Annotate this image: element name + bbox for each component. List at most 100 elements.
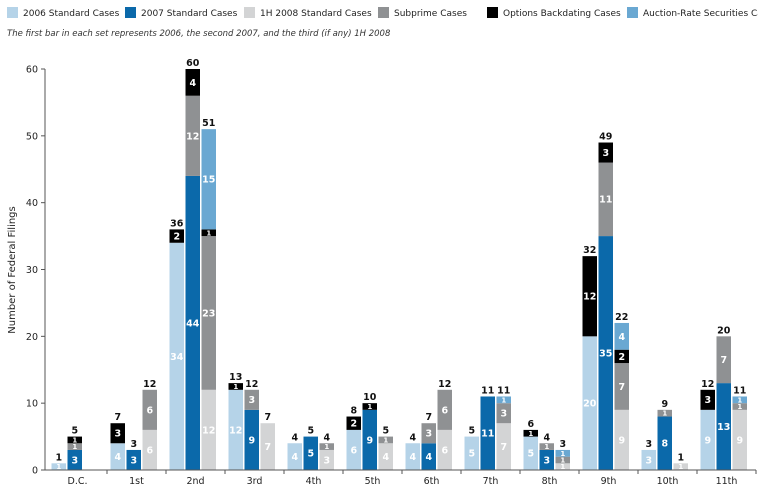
bar-segment-std2007 <box>657 416 672 470</box>
bar-total-label: 7 <box>425 412 432 423</box>
bar-stack: 6 6 12 <box>142 379 157 470</box>
segment-value-label: 2 <box>618 352 625 363</box>
bar-segment-options <box>228 383 243 390</box>
x-tick-label: D.C. <box>68 476 88 487</box>
segment-value-label: 1 <box>544 443 549 451</box>
x-tick-label: 3rd <box>247 476 263 487</box>
x-tick-label: 1st <box>129 476 144 487</box>
bar-segment-std2008 <box>496 423 511 470</box>
segment-value-label: 9 <box>618 435 625 446</box>
segment-value-label: 1 <box>678 463 683 471</box>
bar-segment-std2006 <box>51 463 66 470</box>
bar-segment-options <box>614 349 629 364</box>
segment-value-label: 3 <box>645 455 652 466</box>
segment-value-label: 1 <box>737 403 742 411</box>
bar-segment-subprime <box>614 363 629 410</box>
segment-value-label: 3 <box>71 455 78 466</box>
bar-segment-subprime <box>437 389 452 430</box>
segment-value-label: 34 <box>170 352 184 363</box>
bar-total-label: 10 <box>363 392 377 403</box>
segment-value-label: 4 <box>114 452 121 463</box>
x-tick-label: 6th <box>424 476 440 487</box>
bar-total-label: 9 <box>661 399 668 410</box>
bar-stack: 6 6 12 <box>437 379 452 470</box>
x-tick-label: 7th <box>483 476 499 487</box>
segment-value-label: 1 <box>737 396 742 404</box>
bar-segment-subprime <box>732 403 747 410</box>
legend-swatch <box>125 7 136 18</box>
legend: 2006 Standard Cases 2007 Standard Cases 1H… <box>7 7 758 19</box>
legend-item-subprime: Subprime Cases <box>378 7 467 19</box>
bar-segment-std2006 <box>700 409 715 470</box>
bar-segment-std2006 <box>464 436 479 470</box>
bar-stack: 4 15 <box>378 426 393 470</box>
bar-segment-std2007 <box>185 175 200 470</box>
bar-total-label: 12 <box>143 379 156 390</box>
bar-total-label: 4 <box>323 432 330 443</box>
segment-value-label: 6 <box>146 445 153 456</box>
bar-total-label: 49 <box>599 132 612 143</box>
bar-segment-subprime <box>67 443 82 450</box>
bar-total-label: 60 <box>186 58 200 69</box>
bar-total-label: 3 <box>130 439 137 450</box>
bar-total-label: 4 <box>409 432 416 443</box>
bar-segment-std2008 <box>378 443 393 470</box>
segment-value-label: 1 <box>367 403 372 411</box>
bar-segment-subprime <box>185 95 200 176</box>
bar-segment-std2008 <box>673 463 688 470</box>
bar-stack: 6 2 8 <box>346 406 361 470</box>
bar-segment-options <box>598 142 613 163</box>
x-tick-label: 2nd <box>186 476 204 487</box>
bar-stack: 4 3 7 <box>110 412 125 470</box>
legend-label: Auction-Rate Securities Cases <box>643 9 758 19</box>
segment-value-label: 3 <box>543 455 550 466</box>
bar-segment-subprime <box>244 389 259 410</box>
segment-value-label: 11 <box>481 429 494 440</box>
segment-value-label: 5 <box>527 449 534 460</box>
bar-total-label: 11 <box>733 385 746 396</box>
bar-stack: 9 3 12 <box>700 379 715 470</box>
segment-value-label: 13 <box>717 422 730 433</box>
bar-stack: 9 7 2 4 22 <box>614 312 629 470</box>
segment-value-label: 5 <box>468 449 475 460</box>
segment-value-label: 1 <box>501 396 506 404</box>
segment-value-label: 6 <box>441 405 448 416</box>
bar-segment-options <box>110 423 125 444</box>
bar-total-label: 5 <box>71 426 78 437</box>
bar-segment-subprime <box>421 423 436 444</box>
bar-total-label: 7 <box>264 412 271 423</box>
bars: 11 31154373366123423644124601223115511211… <box>51 58 747 471</box>
bar-total-label: 11 <box>481 385 494 396</box>
bar-segment-std2008 <box>437 429 452 470</box>
segment-value-label: 1 <box>206 229 211 237</box>
bar-segment-options <box>201 229 216 237</box>
bar-segment-options <box>185 69 200 96</box>
bar-segment-std2006 <box>641 449 656 470</box>
segment-value-label: 3 <box>500 409 507 420</box>
bar-segment-std2006 <box>228 389 243 470</box>
bar-stack: 8 19 <box>657 399 672 470</box>
segment-value-label: 1 <box>560 450 565 458</box>
segment-value-label: 1 <box>383 436 388 444</box>
segment-value-label: 7 <box>720 355 727 366</box>
segment-value-label: 12 <box>202 425 215 436</box>
bar-segment-std2007 <box>303 436 318 470</box>
bar-stack: 35 11 3 49 <box>598 132 613 470</box>
bar-segment-auction <box>555 449 570 457</box>
bar-total-label: 1 <box>55 452 62 463</box>
bar-total-label: 3 <box>645 439 652 450</box>
bar-segment-options <box>523 429 538 437</box>
bar-total-label: 20 <box>717 325 731 336</box>
bar-stack: 55 <box>464 426 479 470</box>
x-axis: D.C. 1st 2nd 3rd 4th 5th 6th 7th 8th 9th 10th 11th <box>45 469 757 487</box>
bar-segment-std2006 <box>346 429 361 470</box>
